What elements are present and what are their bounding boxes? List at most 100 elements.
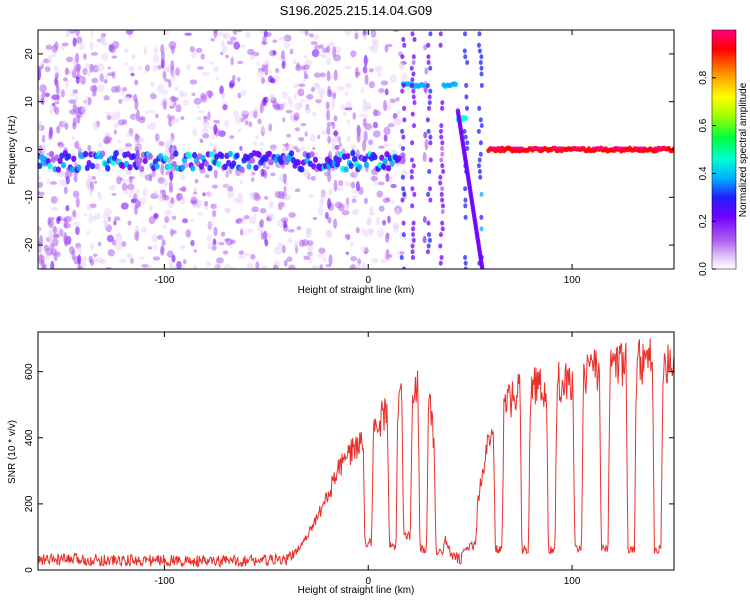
spectral-noise-blob [203, 200, 209, 207]
spectral-noise-blob [270, 172, 276, 177]
spectral-smear-blob [38, 120, 43, 130]
spectral-streak-blob [479, 123, 484, 129]
spectral-noise-blob [272, 50, 276, 56]
snr-x-axis-label: Height of straight line (km) [298, 585, 415, 596]
spectral-noise-blob [222, 192, 227, 199]
spectral-noise-blob [115, 233, 123, 243]
spectral-noise-blob [174, 86, 179, 92]
spectral-smear-blob [50, 260, 55, 269]
spectral-streak-blob [401, 134, 406, 140]
spectral-feature-blob [372, 153, 378, 161]
snr-plot-area [38, 338, 674, 569]
spectral-smear-blob [88, 255, 93, 264]
spectral-smear-blob [260, 77, 265, 85]
spectral-smear-blob [160, 246, 165, 255]
spectral-noise-blob [102, 220, 109, 224]
spectral-noise-blob [298, 239, 305, 247]
spectral-noise-blob [153, 46, 159, 55]
spectral-noise-blob [206, 261, 211, 267]
spectral-noise-blob [250, 177, 255, 183]
spectral-streak-blob [411, 163, 416, 169]
spectral-noise-blob [340, 104, 346, 111]
spectral-noise-blob [245, 31, 251, 39]
spectral-noise-blob [345, 101, 352, 109]
spectral-smear-blob [65, 175, 70, 185]
spectral-noise-blob [310, 175, 317, 181]
spectral-smear-blob [333, 218, 338, 229]
spectral-streak-blob [411, 94, 416, 100]
spectral-noise-blob [378, 181, 385, 186]
spectral-smear-blob [262, 35, 267, 46]
spectral-noise-blob [393, 225, 400, 233]
spectral-smear-blob [362, 262, 367, 269]
spectral-smear-blob [134, 133, 139, 141]
spectral-smear-blob [53, 64, 58, 72]
spectral-streak-blob [465, 140, 470, 146]
spectral-peak-segment [551, 146, 564, 150]
spectral-noise-blob [143, 46, 148, 56]
spectral-noise-blob [345, 82, 352, 89]
spectral-noise-blob [201, 71, 210, 76]
spectral-feature-blob [463, 115, 469, 121]
spectral-streak-blob [399, 255, 404, 261]
spectral-streak-blob [427, 237, 432, 243]
spectral-feature-blob [312, 156, 319, 163]
spectral-smear-blob [213, 169, 218, 179]
spectral-noise-blob [277, 241, 283, 248]
spectral-noise-blob [113, 129, 117, 135]
spectral-noise-blob [44, 255, 50, 260]
spectral-noise-blob [285, 109, 293, 114]
spectral-noise-blob [107, 248, 115, 257]
spectral-streak-blob [440, 140, 445, 146]
spectral-noise-blob [68, 99, 77, 104]
spectral-smear-blob [169, 260, 174, 269]
spectral-noise-blob [294, 127, 301, 132]
spectral-streak-blob [477, 168, 482, 174]
x-tick-label: 0 [365, 576, 371, 587]
spectral-noise-blob [213, 66, 219, 73]
spectral-streak-blob [401, 146, 406, 152]
spectral-noise-blob [227, 190, 235, 199]
spectral-noise-blob [336, 187, 344, 191]
spectral-noise-blob [144, 69, 148, 75]
spectral-streak-blob [479, 226, 484, 232]
spectral-feature-blob [389, 160, 395, 167]
spectral-noise-blob [211, 244, 217, 251]
spectral-smear-blob [169, 228, 174, 237]
spectral-streak-blob [409, 82, 414, 88]
spectral-noise-blob [195, 116, 203, 121]
spectral-feature-blob [173, 150, 179, 157]
spectral-smear-blob [333, 69, 338, 81]
spectral-noise-blob [212, 238, 217, 246]
spectral-noise-blob [139, 197, 147, 205]
spectral-streak-blob [428, 197, 433, 203]
spectral-feature-blob [147, 153, 153, 160]
spectral-peak-segment [510, 146, 524, 150]
spectral-noise-blob [283, 186, 287, 192]
spectral-streak-blob [428, 65, 433, 71]
spectral-feature-blob [351, 155, 358, 163]
spectral-streak-blob [439, 123, 444, 129]
spectral-noise-blob [300, 98, 306, 102]
spectral-feature-blob [671, 146, 674, 152]
spectral-smear-blob [213, 226, 218, 237]
spectral-noise-blob [273, 246, 282, 255]
spectral-noise-blob [278, 36, 287, 41]
spectral-streak-blob [409, 174, 414, 180]
spectral-noise-blob [295, 148, 301, 153]
spectral-noise-blob [113, 220, 117, 226]
spectral-streak-blob [464, 82, 469, 88]
spectral-noise-blob [86, 230, 90, 236]
spectral-peak-segment [490, 146, 503, 150]
spectral-noise-blob [248, 121, 253, 128]
spectral-noise-blob [353, 208, 360, 216]
spectral-streak-blob [400, 174, 405, 180]
spectral-noise-blob [259, 208, 267, 214]
spectral-noise-blob [148, 109, 156, 114]
spectral-noise-blob [300, 145, 305, 152]
spectral-streak-blob [439, 157, 444, 163]
spectral-noise-blob [280, 217, 289, 223]
spectral-noise-blob [141, 264, 149, 268]
spectral-streak-blob [463, 186, 468, 192]
spectral-streak-blob [477, 157, 482, 163]
